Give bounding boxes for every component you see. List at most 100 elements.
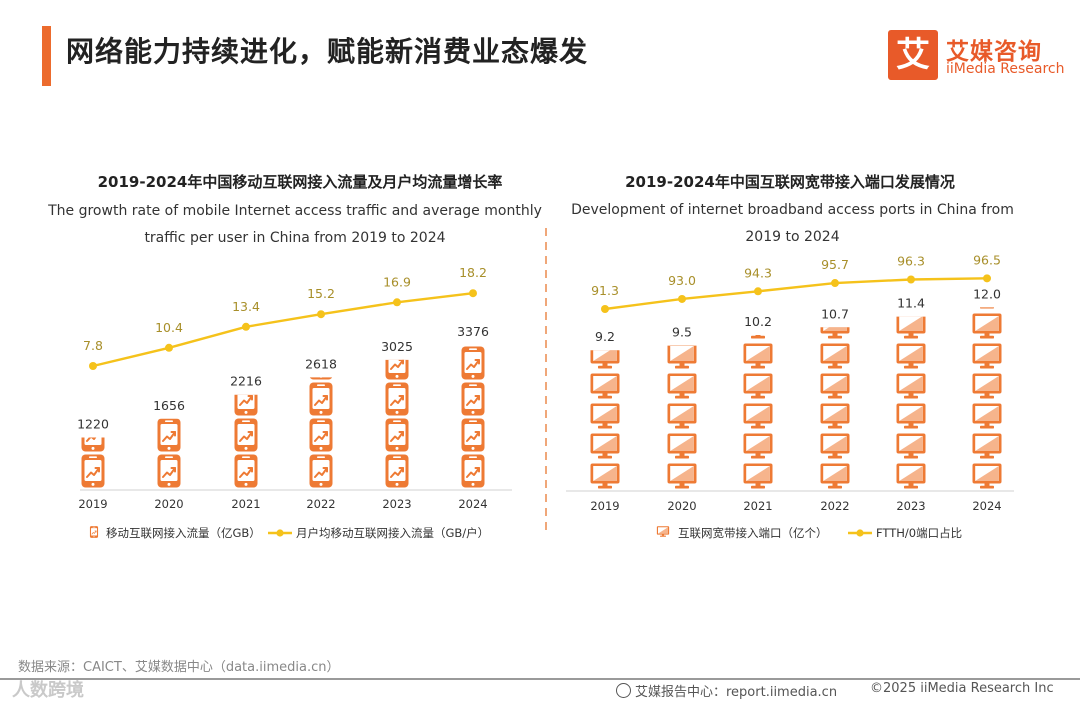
monitor-icon xyxy=(590,433,620,459)
chart1-bar-2023 xyxy=(384,359,410,488)
chart1-bar-label: 2618 xyxy=(305,356,337,371)
chart1-line-label: 16.9 xyxy=(383,274,411,289)
monitor-icon xyxy=(972,373,1002,399)
chart2-line-label: 93.0 xyxy=(668,273,696,288)
chart2-bar-label: 12.0 xyxy=(973,286,1001,301)
monitor-icon xyxy=(972,463,1002,489)
chart2-line xyxy=(604,277,988,311)
monitor-icon xyxy=(896,316,926,339)
monitor-icon xyxy=(743,373,773,399)
chart2-bar-label: 9.5 xyxy=(672,325,692,340)
data-source: 数据来源：CAICT、艾媒数据中心（data.iimedia.cn） xyxy=(18,660,340,675)
chart1-bar-2024 xyxy=(460,346,486,488)
globe-icon xyxy=(616,683,631,698)
chart1-subtitle-line2: traffic per user in China from 2019 to 2… xyxy=(144,230,446,246)
monitor-icon xyxy=(743,433,773,459)
chart1-legend-line-dot xyxy=(276,529,284,537)
chart1-year-label: 2021 xyxy=(231,497,260,511)
chart1-line-point xyxy=(317,310,325,319)
monitor-icon xyxy=(820,343,850,369)
chart1-line-label: 18.2 xyxy=(459,265,487,280)
chart1-line-label: 15.2 xyxy=(307,286,335,301)
phone-icon xyxy=(80,454,106,488)
chart1-plot: 1220 2019 1656 2020 2216 2021 2618 2022 3025 2023… xyxy=(77,265,512,540)
chart1-year-label: 2024 xyxy=(458,497,487,511)
monitor-icon xyxy=(972,343,1002,369)
chart2-subtitle: Development of internet broadband access… xyxy=(555,197,1030,251)
copyright: ©2025 iiMedia Research Inc xyxy=(870,681,1054,696)
monitor-icon xyxy=(667,463,697,489)
chart1-year-label: 2022 xyxy=(306,497,335,511)
chart1-line xyxy=(92,292,474,368)
iimedia-logo: 艾 艾媒咨询 iiMedia Research xyxy=(888,30,1068,82)
chart2-line-point xyxy=(601,305,609,313)
chart1-line-label: 10.4 xyxy=(155,320,183,335)
logo-en: iiMedia Research xyxy=(946,61,1065,77)
phone-icon xyxy=(308,382,334,416)
chart2-year-label: 2019 xyxy=(590,499,619,513)
monitor-icon xyxy=(972,433,1002,459)
phone-icon xyxy=(384,454,410,488)
page-title: 网络能力持续进化，赋能新消费业态爆发 xyxy=(66,35,589,68)
monitor-icon xyxy=(820,433,850,459)
phone-icon xyxy=(308,454,334,488)
title-accent-bar xyxy=(42,26,51,86)
chart2-title: 2019-2024年中国互联网宽带接入端口发展情况 xyxy=(625,173,955,191)
chart1-line-label: 7.8 xyxy=(83,338,103,353)
monitor-icon xyxy=(590,350,620,369)
chart1-subtitle-line1: The growth rate of mobile Internet acces… xyxy=(48,203,542,219)
phone-icon xyxy=(460,418,486,452)
phone-icon xyxy=(460,382,486,416)
monitor-icon xyxy=(820,403,850,429)
chart1-bar-2019 xyxy=(80,383,106,488)
monitor-icon xyxy=(590,373,620,399)
monitor-icon xyxy=(590,463,620,489)
report-center: 艾媒报告中心：report.iimedia.cn xyxy=(616,681,837,700)
chart1-legend: 移动互联网接入流量（亿GB） 月户均移动互联网接入流量（GB/户） xyxy=(89,526,489,540)
phone-icon xyxy=(308,418,334,452)
logo-mark: 艾 xyxy=(888,30,938,80)
monitor-icon xyxy=(743,403,773,429)
chart2-legend-line-label: FTTH/0端口占比 xyxy=(876,526,962,540)
chart1-legend-bar-swatch xyxy=(89,526,99,538)
chart2-year-label: 2022 xyxy=(820,499,849,513)
chart1-year-label: 2020 xyxy=(154,497,183,511)
chart1-bar-label: 3376 xyxy=(457,324,489,339)
monitor-icon xyxy=(972,403,1002,429)
monitor-icon xyxy=(667,403,697,429)
chart2-year-label: 2023 xyxy=(896,499,925,513)
monitor-icon xyxy=(667,433,697,459)
chart2-year-label: 2024 xyxy=(972,499,1001,513)
monitor-icon xyxy=(667,373,697,399)
chart2-line-label: 94.3 xyxy=(744,265,772,280)
monitor-icon xyxy=(896,433,926,459)
chart2-subtitle-line2: 2019 to 2024 xyxy=(745,229,840,245)
watermark: 人数跨境 xyxy=(12,680,84,701)
report-center-link[interactable]: 艾媒报告中心：report.iimedia.cn xyxy=(635,685,838,700)
chart1-year-label: 2019 xyxy=(78,497,107,511)
phone-icon xyxy=(384,382,410,416)
phone-icon xyxy=(156,418,182,452)
chart2-line-point xyxy=(983,274,991,283)
chart1-line-point xyxy=(393,298,401,307)
chart2-bar-2020 xyxy=(667,345,697,489)
chart2-year-label: 2021 xyxy=(743,499,772,513)
phone-icon xyxy=(233,418,259,452)
chart2-legend: 互联网宽带接入端口（亿个） FTTH/0端口占比 xyxy=(656,526,962,540)
chart2-bar-2023 xyxy=(896,316,926,489)
monitor-icon xyxy=(820,463,850,489)
chart2-subtitle-line1: Development of internet broadband access… xyxy=(571,202,1014,218)
chart2-line-point xyxy=(678,294,686,303)
footer-divider xyxy=(0,678,1080,680)
chart1-line-point xyxy=(469,289,477,298)
chart1-title: 2019-2024年中国移动互联网接入流量及月户均流量增长率 xyxy=(97,173,503,191)
phone-icon xyxy=(384,418,410,452)
chart2-bar-label: 10.2 xyxy=(744,314,772,329)
chart2-line-label: 91.3 xyxy=(591,283,619,298)
chart2-line-point xyxy=(831,279,839,288)
monitor-icon xyxy=(896,403,926,429)
phone-icon xyxy=(82,383,105,416)
chart2-line-label: 95.7 xyxy=(821,257,849,272)
monitor-icon xyxy=(821,284,850,309)
